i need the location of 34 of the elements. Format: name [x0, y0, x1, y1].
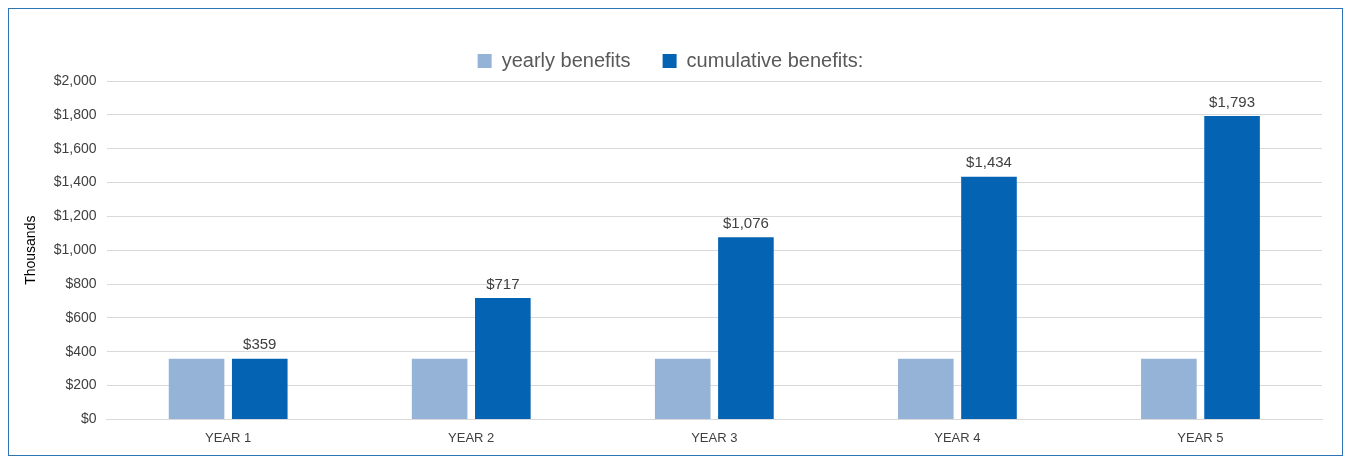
- bar: [168, 358, 225, 419]
- data-label: $1,793: [1209, 92, 1256, 110]
- legend-label: cumulative benefits:: [686, 48, 864, 71]
- y-tick-label: $400: [65, 342, 97, 359]
- x-tick-label: YEAR 3: [691, 429, 738, 445]
- data-label: $1,076: [722, 213, 769, 231]
- bar: [1141, 358, 1197, 419]
- y-tick-label: $1,400: [53, 173, 97, 190]
- y-tick-label: $600: [65, 308, 97, 325]
- y-tick-label: $2,000: [53, 71, 97, 88]
- x-tick-label: YEAR 5: [1177, 429, 1224, 445]
- data-label: $359: [243, 335, 277, 353]
- y-tick-label: $1,800: [53, 105, 97, 122]
- bar: [231, 358, 288, 419]
- bar: [654, 358, 711, 419]
- bar: [475, 298, 531, 419]
- data-label: $1,434: [966, 153, 1012, 171]
- y-tick-label: $1,600: [53, 139, 97, 156]
- y-tick-label: $1,000: [53, 241, 97, 258]
- y-tick-label: $200: [65, 376, 97, 393]
- bar: [718, 237, 774, 419]
- bar: [411, 358, 468, 419]
- y-tick-label: $0: [81, 410, 97, 427]
- data-label: $717: [486, 274, 520, 292]
- bar: [1204, 116, 1260, 419]
- x-tick-label: YEAR 2: [448, 429, 495, 445]
- y-axis-title: Thousands: [22, 215, 39, 285]
- x-tick-label: YEAR 4: [934, 429, 981, 445]
- bar: [897, 358, 954, 419]
- x-tick-label: YEAR 1: [205, 429, 252, 445]
- legend-label: yearly benefits: [501, 48, 631, 71]
- y-tick-label: $1,200: [53, 207, 97, 224]
- y-tick-label: $800: [65, 274, 97, 291]
- bar: [961, 176, 1017, 419]
